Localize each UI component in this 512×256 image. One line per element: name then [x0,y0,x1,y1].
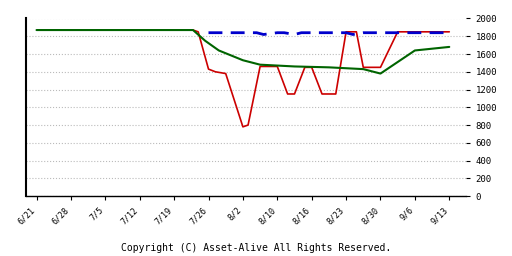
Text: Copyright (C) Asset-Alive All Rights Reserved.: Copyright (C) Asset-Alive All Rights Res… [121,243,391,253]
